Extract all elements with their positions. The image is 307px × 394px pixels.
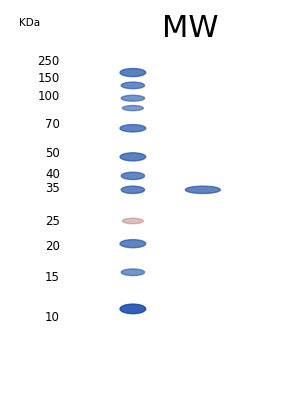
Ellipse shape [185, 186, 220, 193]
Text: 20: 20 [45, 240, 60, 253]
Text: 10: 10 [45, 311, 60, 323]
Ellipse shape [121, 172, 145, 180]
Text: 25: 25 [45, 216, 60, 228]
Text: 100: 100 [38, 90, 60, 103]
Text: 70: 70 [45, 118, 60, 130]
Text: 150: 150 [38, 72, 60, 85]
Ellipse shape [122, 218, 143, 224]
Text: KDa: KDa [19, 18, 40, 28]
Ellipse shape [121, 95, 145, 101]
Ellipse shape [120, 125, 146, 132]
Ellipse shape [121, 269, 145, 275]
Ellipse shape [120, 69, 146, 76]
Ellipse shape [120, 304, 146, 314]
Ellipse shape [120, 240, 146, 248]
Text: 250: 250 [38, 55, 60, 67]
Ellipse shape [120, 153, 146, 161]
Text: 40: 40 [45, 168, 60, 180]
Text: 50: 50 [45, 147, 60, 160]
Text: MW: MW [162, 14, 219, 43]
Ellipse shape [122, 106, 143, 111]
Ellipse shape [121, 186, 145, 193]
Ellipse shape [121, 82, 145, 89]
Text: 35: 35 [45, 182, 60, 195]
Text: 15: 15 [45, 271, 60, 284]
